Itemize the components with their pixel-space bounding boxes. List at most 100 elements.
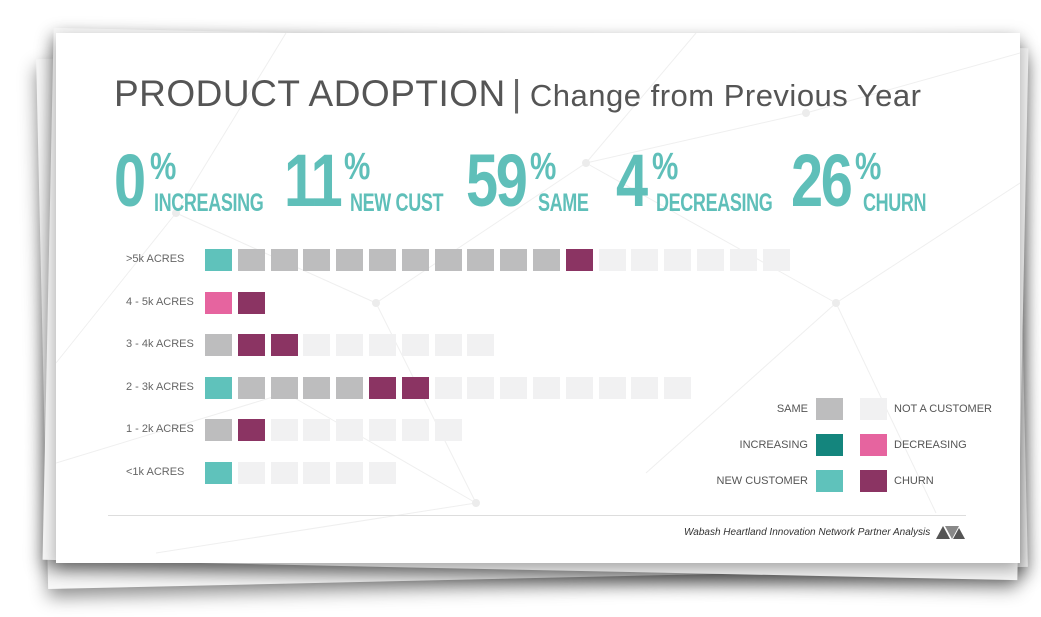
row-label: 1 - 2k ACRES [126, 423, 194, 435]
waffle-cell-same [434, 249, 462, 271]
whin-logo-icon [936, 526, 965, 539]
legend-label-decreasing: DECREASING [894, 439, 967, 451]
waffle-cell-decreasing [205, 291, 232, 314]
waffle-cell-not-customer [336, 461, 364, 484]
legend-label-increasing: INCREASING [739, 439, 808, 451]
legend-swatch-increasing [816, 434, 843, 456]
legend-label-new-customer: NEW CUSTOMER [716, 475, 808, 487]
waffle-cell-not-customer [631, 376, 659, 399]
waffle-cell-same [270, 376, 298, 399]
stat-value: 4 [616, 139, 648, 222]
waffle-cell-not-customer [401, 334, 429, 356]
waffle-cell-not-customer [270, 419, 298, 441]
row-label: >5k ACRES [126, 253, 185, 265]
waffle-cell-churn [237, 291, 265, 314]
waffle-cell-not-customer [729, 249, 757, 271]
waffle-cell-churn [270, 334, 298, 356]
row-label: 3 - 4k ACRES [126, 338, 194, 350]
waffle-cell-same [369, 249, 396, 271]
waffle-cell-not-customer [303, 419, 331, 441]
waffle-cell-same [467, 249, 495, 271]
waffle-cell-not-customer [336, 334, 364, 356]
row-label: 2 - 3k ACRES [126, 380, 194, 393]
waffle-cell-same [303, 376, 331, 399]
footer-divider [108, 515, 966, 516]
title-separator: | [511, 73, 522, 114]
stat-value: 0 [114, 139, 146, 222]
legend-swatch-same [816, 398, 843, 420]
legend-swatch-decreasing [860, 434, 887, 456]
row-label: 4 - 5k ACRES [126, 295, 194, 308]
waffle-cell-not-customer [434, 419, 462, 441]
stat-same: 59% SAME [466, 139, 589, 222]
stat-label: SAME [538, 189, 589, 217]
waffle-cell-not-customer [598, 249, 626, 271]
waffle-cell-new-customer [205, 461, 232, 484]
title-main: PRODUCT ADOPTION [114, 73, 506, 114]
waffle-cell-same [237, 376, 265, 399]
stat-value: 26 [791, 139, 853, 222]
source-note: Wabash Heartland Innovation Network Part… [684, 527, 931, 538]
stat-churn: 26% CHURN [791, 139, 927, 222]
waffle-cell-not-customer [500, 376, 528, 399]
stat-percent-sign: % [855, 146, 882, 188]
waffle-cell-churn [237, 419, 265, 441]
waffle-cell-not-customer [697, 249, 724, 271]
stat-percent-sign: % [344, 146, 371, 188]
waffle-cell-same [303, 249, 331, 271]
stat-label: INCREASING [154, 189, 264, 217]
waffle-cell-not-customer [467, 334, 495, 356]
stat-increasing: 0% INCREASING [114, 139, 264, 222]
title-subtitle: Change from Previous Year [529, 78, 922, 113]
waffle-cell-not-customer [434, 376, 462, 399]
waffle-cell-same [270, 249, 298, 271]
stat-new-cust: 11% NEW CUST [284, 141, 443, 221]
legend-label-not-customer: NOT A CUSTOMER [894, 403, 993, 415]
waffle-cell-not-customer [369, 334, 396, 356]
waffle-cell-not-customer [401, 419, 429, 441]
waffle-cell-churn [369, 376, 396, 399]
waffle-cell-not-customer [467, 376, 495, 399]
network-background [56, 33, 1020, 554]
waffle-cell-same [401, 249, 429, 271]
legend-swatch-new-customer [816, 470, 843, 492]
stat-value: 59 [466, 139, 528, 222]
waffle-cell-same [533, 249, 560, 271]
row-label: <1k ACRES [126, 465, 185, 478]
waffle-cell-not-customer [369, 419, 396, 441]
waffle-cell-churn [565, 249, 593, 271]
waffle-cell-same [336, 249, 364, 271]
waffle-cell-not-customer [369, 461, 396, 484]
stat-decreasing: 4% DECREASING [616, 139, 773, 222]
waffle-cell-not-customer [664, 249, 692, 271]
waffle-cell-churn [237, 334, 265, 356]
legend-swatch-not-customer [860, 398, 887, 420]
stat-percent-sign: % [150, 146, 177, 188]
waffle-cell-new-customer [205, 376, 232, 399]
waffle-cell-not-customer [237, 461, 265, 484]
stat-label: CHURN [863, 189, 927, 217]
waffle-cell-same [205, 334, 232, 356]
waffle-cell-not-customer [631, 249, 659, 271]
waffle-cell-same [237, 249, 265, 271]
legend-swatch-churn [860, 470, 887, 492]
waffle-cell-not-customer [598, 376, 626, 399]
waffle-cell-not-customer [336, 419, 364, 441]
waffle-cell-not-customer [303, 334, 331, 356]
stat-label: NEW CUST [350, 189, 444, 217]
stat-percent-sign: % [652, 146, 679, 188]
waffle-cell-same [336, 376, 364, 399]
waffle-cell-not-customer [533, 376, 560, 399]
legend-label-churn: CHURN [894, 475, 934, 487]
waffle-cell-not-customer [565, 376, 593, 399]
waffle-cell-not-customer [303, 461, 331, 484]
waffle-cell-same [500, 249, 528, 271]
waffle-cell-not-customer [762, 249, 790, 271]
waffle-cell-not-customer [664, 376, 692, 399]
waffle-cell-same [205, 419, 232, 441]
waffle-cell-not-customer [434, 334, 462, 356]
page-title: PRODUCT ADOPTION | Change from Previous Ye… [114, 73, 922, 115]
waffle-cell-churn [401, 376, 429, 399]
legend-label-same: SAME [776, 403, 808, 415]
stat-percent-sign: % [530, 146, 557, 188]
